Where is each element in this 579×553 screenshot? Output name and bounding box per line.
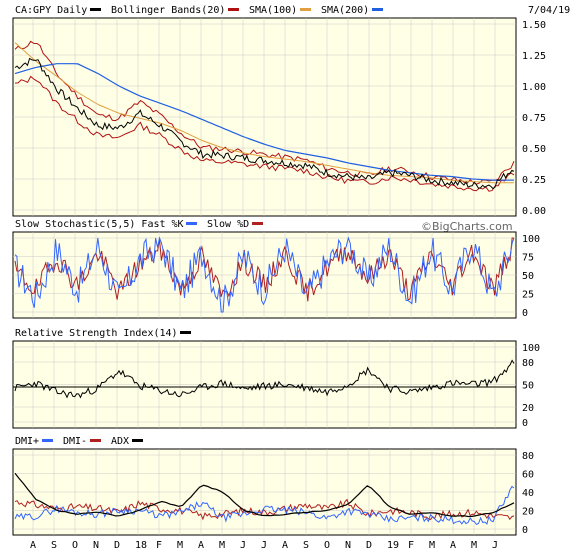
x-tick-label: O [72,540,78,551]
legend-swatch [180,331,191,334]
legend-swatch [42,439,53,442]
legend-label: Slow %D [207,219,249,230]
legend-label: Bollinger Bands(20) [111,5,225,16]
y-tick-label: 20 [522,403,534,414]
legend-label: DMI- [63,436,87,447]
x-tick-label: 19 [387,540,399,551]
x-tick-label: M [177,540,183,551]
dmi-y-axis: 80 60 40 20 0 [522,451,534,536]
x-tick-label: J [492,540,498,551]
sma100-line [14,42,514,184]
y-tick-label: 75 [522,253,534,264]
x-tick-label: O [324,540,330,551]
x-tick-label: N [93,540,99,551]
y-tick-label: 0 [522,308,528,319]
x-tick-label: M [471,540,477,551]
x-tick-label: F [156,540,162,551]
price-panel: 1.50 1.25 1.00 0.75 0.50 0.25 0.00 CA:GPY Dail… [12,5,570,233]
dmi-panel: 80 60 40 20 0 DMI+ DMI- ADX [12,436,534,536]
stochastic-legend: Slow Stochastic(5,5) Fast %K Slow %D [15,219,263,230]
legend-label: Relative Strength Index(14) [15,328,178,339]
slow-d-line [14,237,514,302]
y-tick-label: 0 [522,525,528,536]
y-tick-label: 0.00 [522,206,546,217]
date-label: 7/04/19 [528,5,570,16]
legend-label: DMI+ [15,436,39,447]
legend-swatch [252,222,263,225]
legend-swatch [90,439,101,442]
y-tick-label: 50 [522,271,534,282]
legend-swatch [372,8,383,11]
y-tick-label: 100 [522,234,540,245]
legend-label: SMA(100) [249,5,297,16]
y-tick-label: 1.00 [522,82,546,93]
legend-label: SMA(200) [321,5,369,16]
x-tick-label: M [219,540,225,551]
y-tick-label: 1.25 [522,51,546,62]
adx-line [14,472,515,518]
x-tick-label: F [408,540,414,551]
legend-swatch [186,222,197,225]
price-line [14,57,515,190]
legend-label: Slow Stochastic(5,5) Fast %K [15,219,184,230]
watermark: ©BigCharts.com [421,220,513,233]
x-tick-label: J [240,540,246,551]
x-axis-labels: A S O N D 18 F M A M J J A S O N D 19 F M A M J [30,540,498,551]
y-tick-label: 40 [522,488,534,499]
legend-swatch [300,8,311,11]
legend-label: ADX [111,436,129,447]
rsi-legend: Relative Strength Index(14) [15,328,191,339]
dmi-legend: DMI+ DMI- ADX [15,436,143,447]
y-tick-label: 0.50 [522,144,546,155]
rsi-y-axis: 100 80 50 20 0 [522,343,540,429]
x-tick-label: A [198,540,204,551]
y-tick-label: 80 [522,451,534,462]
y-tick-label: 0 [522,418,528,429]
stochastic-y-axis: 100 75 50 25 0 [522,234,540,319]
fast-k-line [14,236,515,313]
x-tick-label: 18 [135,540,147,551]
legend-swatch [132,439,143,442]
x-tick-label: A [282,540,288,551]
legend-swatch [90,8,101,11]
y-tick-label: 1.50 [522,20,546,31]
sma200-line [14,63,514,181]
x-tick-label: A [450,540,456,551]
x-tick-label: S [303,540,309,551]
rsi-panel: 100 80 50 20 0 Relative Strength Index(14) [12,328,540,429]
y-tick-label: 25 [522,290,534,301]
y-tick-label: 80 [522,358,534,369]
y-tick-label: 60 [522,470,534,481]
legend-swatch [228,8,239,11]
x-tick-label: S [51,540,57,551]
x-tick-label: D [114,540,120,551]
price-legend: CA:GPY Daily Bollinger Bands(20) SMA(100) S… [15,5,383,16]
y-tick-label: 50 [522,381,534,392]
y-tick-label: 0.25 [522,175,546,186]
x-tick-label: J [261,540,267,551]
dmi-minus-line [14,498,515,521]
dmi-plus-line [14,485,515,526]
x-tick-label: M [429,540,435,551]
x-tick-label: D [366,540,372,551]
bollinger-lower-line [14,75,515,192]
bollinger-upper-line [14,40,515,185]
rsi-line [14,359,515,399]
y-tick-label: 100 [522,343,540,354]
y-tick-label: 0.75 [522,113,546,124]
y-tick-label: 20 [522,507,534,518]
price-y-axis: 1.50 1.25 1.00 0.75 0.50 0.25 0.00 [522,20,546,217]
x-tick-label: A [30,540,36,551]
legend-label: CA:GPY Daily [15,5,87,16]
x-tick-label: N [345,540,351,551]
